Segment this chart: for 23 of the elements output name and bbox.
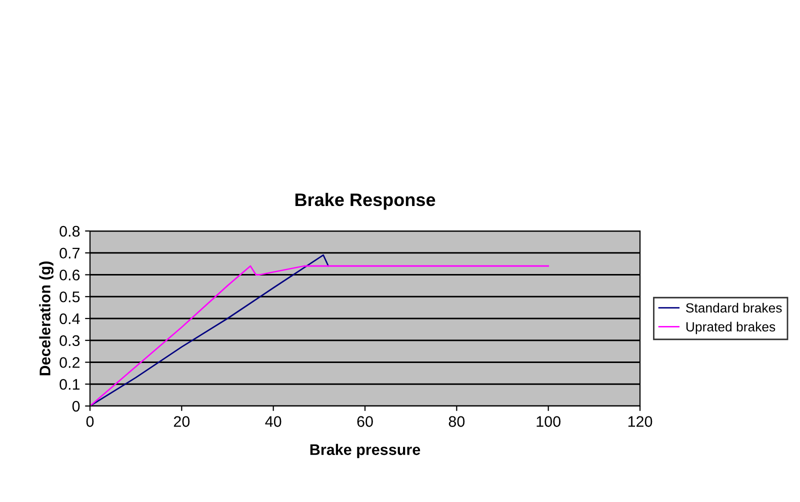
chart-title: Brake Response	[295, 192, 436, 210]
x-tick-label: 40	[265, 416, 282, 427]
x-tick-label: 60	[357, 416, 373, 427]
y-tick-label: 0.2	[60, 357, 80, 368]
legend-label: Uprated brakes	[686, 322, 776, 334]
x-tick-label: 0	[86, 416, 94, 427]
line-series	[90, 254, 330, 406]
y-tick-label: 0.5	[60, 291, 80, 302]
y-tick-label: 0.4	[60, 313, 80, 324]
x-tick-label: 80	[448, 416, 465, 427]
y-axis-title: Deceleration (g)	[39, 262, 54, 376]
x-axis-title: Brake pressure	[310, 444, 420, 458]
y-tick-label: 0.8	[60, 226, 80, 237]
x-tick-label: 20	[174, 416, 190, 427]
x-tick-label: 100	[536, 416, 560, 427]
legend-label: Standard brakes	[686, 302, 782, 313]
line-series	[90, 265, 550, 406]
x-tick-label: 120	[628, 416, 652, 427]
y-tick-label: 0	[72, 400, 80, 412]
y-tick-label: 0.3	[60, 335, 80, 346]
y-tick-label: 0.6	[60, 270, 80, 280]
y-tick-label: 0.7	[60, 248, 80, 259]
y-tick-label: 0.1	[60, 378, 80, 390]
